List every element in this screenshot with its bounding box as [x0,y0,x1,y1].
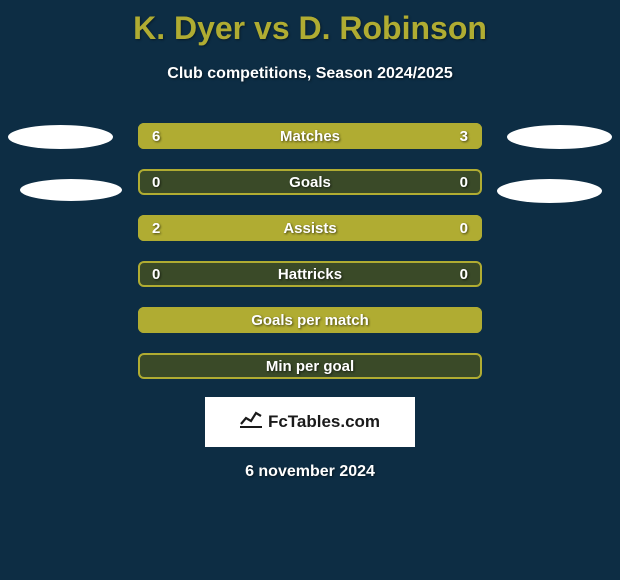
stat-label: Goals per match [0,312,620,329]
stat-row: Goals per match [0,307,620,333]
attribution-badge: FcTables.com [205,397,415,447]
stats-container: 63Matches 00Goals 20Assists 00Hattricks Goal… [0,123,620,379]
stat-label: Min per goal [0,358,620,375]
stat-label: Hattricks [0,266,620,283]
footer-date: 6 november 2024 [0,463,620,481]
attribution-text: FcTables.com [268,412,380,432]
stat-row: 63Matches [0,123,620,149]
stat-row: 20Assists [0,215,620,241]
page-title: K. Dyer vs D. Robinson [0,0,620,47]
page-subtitle: Club competitions, Season 2024/2025 [0,65,620,83]
stat-label: Assists [0,220,620,237]
stat-row: Min per goal [0,353,620,379]
stat-label: Matches [0,128,620,145]
stat-row: 00Goals [0,169,620,195]
stat-label: Goals [0,174,620,191]
chart-icon [240,410,262,434]
stat-row: 00Hattricks [0,261,620,287]
